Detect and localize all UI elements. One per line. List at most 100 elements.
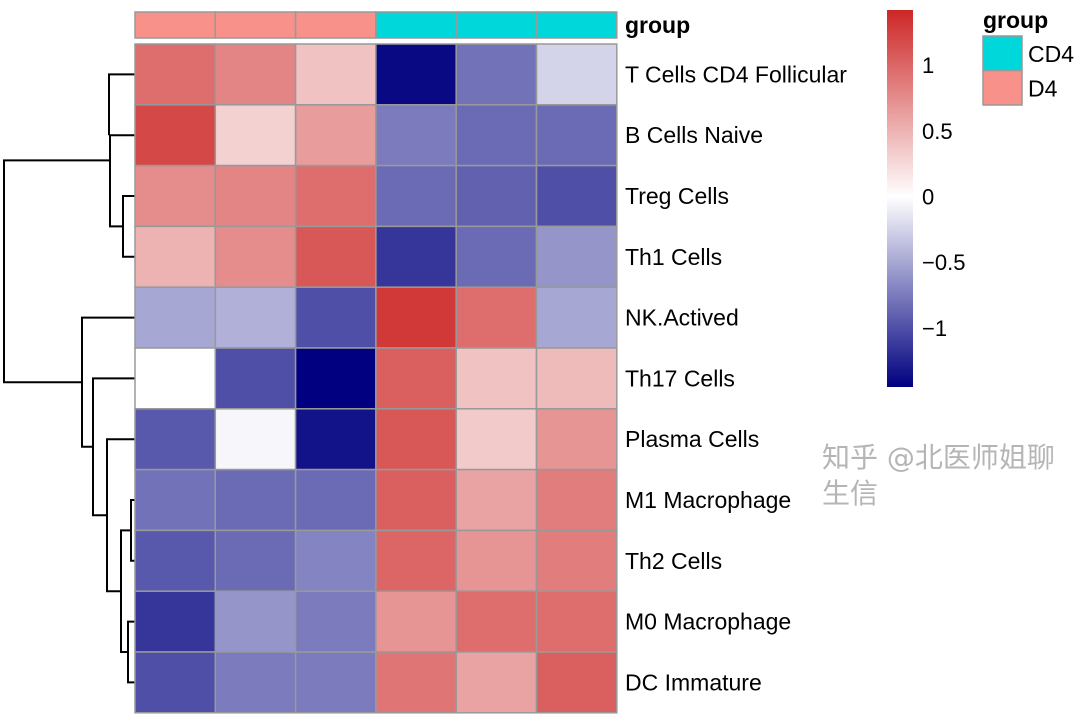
row-dendrogram [3, 73, 135, 684]
heatmap-cell [455, 468, 538, 532]
annotation-cell-d4 [294, 11, 377, 39]
heatmap-cell [375, 225, 457, 288]
colorbar-tick-label: 0.5 [922, 119, 953, 144]
heatmap-cell [455, 104, 538, 167]
heatmap-cell [134, 347, 217, 410]
heatmap-cell [214, 104, 297, 167]
row-label: DC Immature [625, 669, 762, 695]
heatmap-cell [375, 408, 457, 471]
legend-swatch-d4 [982, 69, 1023, 106]
row-label: M0 Macrophage [625, 609, 791, 635]
heatmap-cell [375, 347, 457, 410]
heatmap-cell [134, 590, 217, 653]
heatmap-cell [535, 43, 618, 106]
heatmap-cell [134, 225, 217, 288]
heatmap-cell [294, 286, 377, 349]
heatmap-cell [134, 468, 217, 532]
heatmap-cell [535, 590, 618, 653]
heatmap-cell [214, 651, 297, 714]
heatmap-cell [134, 43, 217, 106]
colorbar-ticks: 1 0.5 0 −0.5 −1 [922, 53, 965, 341]
heatmap-cell [294, 529, 377, 592]
heatmap-cell [375, 651, 457, 714]
dendrogram-branch [109, 134, 135, 228]
colorbar-tick-label: 1 [922, 53, 934, 78]
legend-label: CD4 [1028, 41, 1074, 67]
row-labels: T Cells CD4 Follicular B Cells Naive Treg … [625, 61, 847, 695]
heatmap-cell [535, 347, 618, 410]
annotation-title: group [625, 12, 690, 38]
colorbar [887, 10, 913, 387]
heatmap-cell [455, 408, 538, 471]
heatmap-cell [294, 104, 377, 167]
heatmap-cell [375, 590, 457, 653]
colorbar-tick-label: 0 [922, 185, 934, 210]
heatmap-cell [294, 43, 377, 106]
heatmap-cell [535, 164, 618, 228]
row-label: NK.Actived [625, 305, 739, 331]
annotation-cell-d4 [134, 11, 217, 39]
row-label: T Cells CD4 Follicular [625, 61, 847, 87]
heatmap-cell [535, 408, 618, 471]
colorbar-tick-label: −0.5 [922, 250, 965, 275]
row-label: Th2 Cells [625, 548, 722, 574]
heatmap-cell [214, 164, 297, 228]
heatmap-cell [214, 468, 297, 532]
dendrogram-branch [122, 195, 135, 258]
heatmap-cell [294, 347, 377, 410]
heatmap-cell [455, 225, 538, 288]
heatmap-cell [455, 43, 538, 106]
row-label: M1 Macrophage [625, 487, 791, 513]
heatmap-cell [375, 529, 457, 592]
dendrogram-branch [81, 316, 135, 448]
heatmap-cell [375, 104, 457, 167]
dendrogram-branch [120, 529, 131, 653]
annotation-cell-cd4 [455, 11, 538, 39]
heatmap-cell [375, 164, 457, 228]
heatmap-cell [214, 347, 297, 410]
heatmap-cell [375, 468, 457, 532]
row-label: B Cells Naive [625, 122, 763, 148]
heatmap-cell [214, 590, 297, 653]
heatmap-cell [214, 529, 297, 592]
heatmap-cell [455, 529, 538, 592]
annotation-cell-cd4 [535, 11, 618, 39]
row-label: Th1 Cells [625, 244, 722, 270]
heatmap-cell [535, 468, 618, 532]
heatmap-cell [294, 164, 377, 228]
heatmap-cells [134, 43, 618, 714]
heatmap-cell [535, 225, 618, 288]
heatmap-cell [214, 408, 297, 471]
legend-title: group [983, 7, 1048, 33]
heatmap-cell [455, 286, 538, 349]
dendrogram-branch [108, 73, 135, 136]
annotation-cell-cd4 [375, 11, 457, 39]
heatmap-cell [134, 651, 217, 714]
heatmap-cell [134, 529, 217, 592]
watermark: 知乎 @北医师姐聊生信 [822, 441, 1055, 510]
heatmap-cell [294, 225, 377, 288]
heatmap-cell [134, 104, 217, 167]
heatmap-cell [214, 225, 297, 288]
dendrogram-branch [92, 377, 135, 517]
heatmap-cell [294, 590, 377, 653]
heatmap-cell [535, 286, 618, 349]
row-label: Plasma Cells [625, 426, 759, 452]
legend-swatch-cd4 [982, 35, 1023, 72]
heatmap-cell [214, 286, 297, 349]
heatmap-cell [375, 286, 457, 349]
heatmap-cell [455, 347, 538, 410]
heatmap-cell [375, 43, 457, 106]
row-label: Th17 Cells [625, 365, 735, 391]
heatmap-cell [134, 286, 217, 349]
group-annotation-bar [134, 11, 618, 39]
heatmap-cell [455, 651, 538, 714]
colorbar-tick-label: −1 [922, 316, 947, 341]
legend-label: D4 [1028, 76, 1058, 102]
heatmap-cell [294, 408, 377, 471]
heatmap-cell [535, 104, 618, 167]
heatmap-cell [134, 408, 217, 471]
heatmap-cell [214, 43, 297, 106]
